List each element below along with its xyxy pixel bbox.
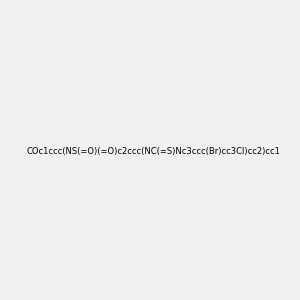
Text: COc1ccc(NS(=O)(=O)c2ccc(NC(=S)Nc3ccc(Br)cc3Cl)cc2)cc1: COc1ccc(NS(=O)(=O)c2ccc(NC(=S)Nc3ccc(Br)… xyxy=(27,147,281,156)
